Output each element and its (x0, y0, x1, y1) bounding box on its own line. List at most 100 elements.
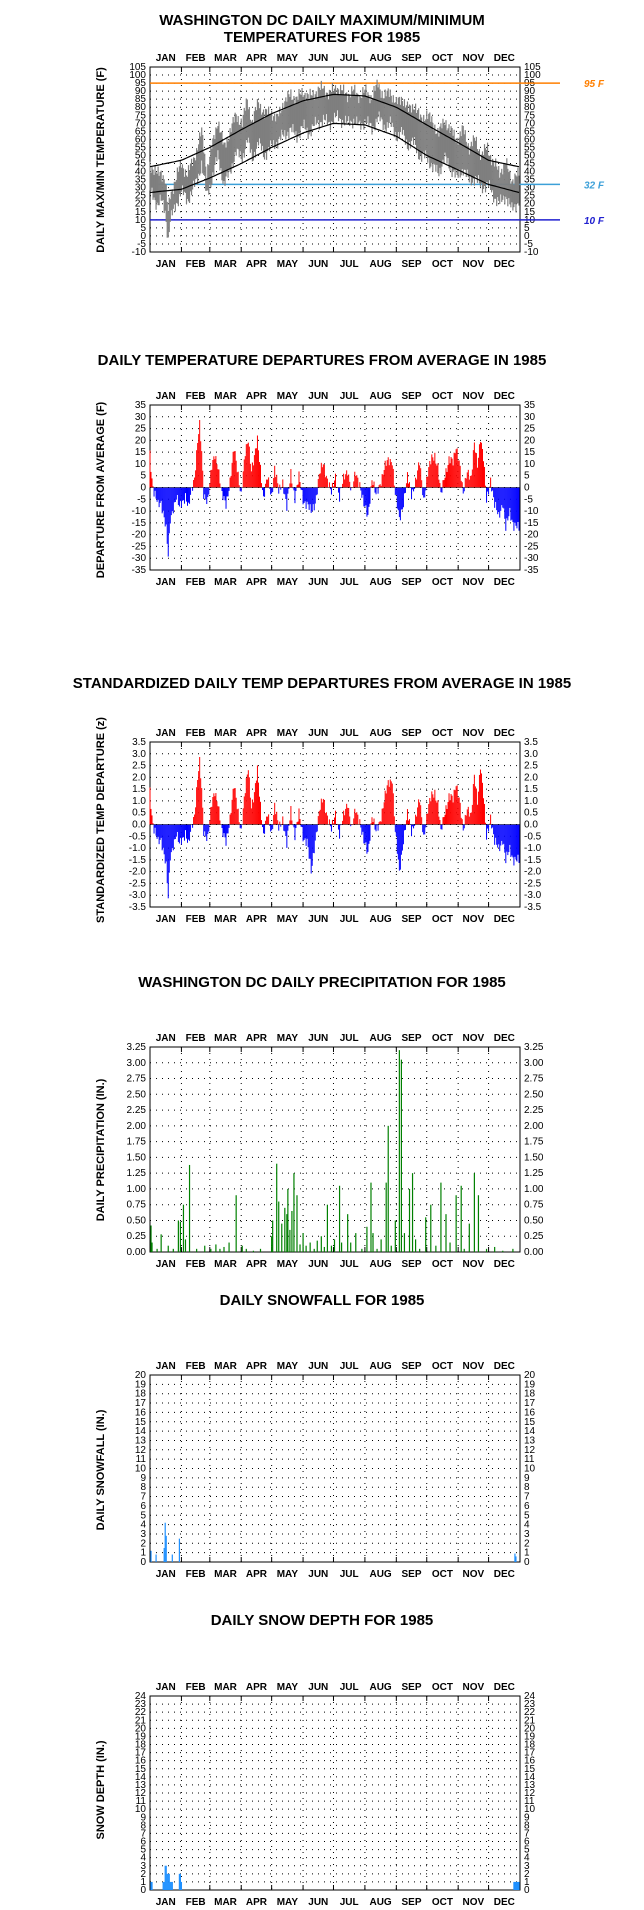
y-tick-label-right: 100 (524, 70, 541, 81)
y-tick-label-left: 2.25 (127, 1105, 147, 1116)
y-tick-label-right: 7 (524, 1828, 530, 1839)
month-label-bottom: OCT (432, 259, 453, 270)
month-label-bottom: FEB (186, 1569, 206, 1580)
y-tick-label-right: 0.50 (524, 1215, 544, 1226)
y-tick-label-left: 8 (140, 1820, 146, 1831)
y-tick-label-right: 15 (524, 1764, 536, 1775)
y-tick-label-right: -25 (524, 541, 539, 552)
y-tick-label-right: 24 (524, 1691, 536, 1702)
y-tick-label-left: 10 (135, 1804, 147, 1815)
snowfall-chart-title: DAILY SNOWFALL FOR 1985 (219, 1292, 425, 1309)
month-label-top: APR (246, 1361, 268, 1372)
month-label-bottom: AUG (369, 259, 391, 270)
y-tick-label-right: 7 (524, 1492, 530, 1503)
y-tick-label-left: 2 (140, 1869, 146, 1880)
y-tick-label-right: 17 (524, 1748, 536, 1759)
month-label-top: JAN (156, 1033, 176, 1044)
y-tick-label-left: 90 (135, 86, 147, 97)
month-label-bottom: APR (246, 1897, 268, 1908)
month-label-top: JUN (308, 1682, 328, 1693)
plot-frame (149, 1374, 521, 1563)
y-tick-label-right: 9 (524, 1473, 530, 1484)
y-tick-label-left: 17 (135, 1398, 147, 1409)
y-tick-label-right: 3.5 (524, 737, 538, 748)
y-tick-label-left: 60 (135, 134, 147, 145)
month-label-bottom: OCT (432, 914, 453, 925)
y-tick-label-left: -0.5 (129, 831, 147, 842)
plot-frame (149, 1695, 521, 1891)
y-tick-label-right: 105 (524, 62, 541, 73)
y-tick-label-right: 11 (524, 1796, 535, 1807)
y-tick-label-right: 1.50 (524, 1152, 544, 1163)
month-label-top: NOV (463, 53, 485, 64)
month-label-top: FEB (186, 1682, 206, 1693)
month-label-top: NOV (463, 728, 485, 739)
y-tick-label-right: 5 (524, 1510, 530, 1521)
month-label-bottom: AUG (369, 1897, 391, 1908)
month-label-top: AUG (369, 1361, 391, 1372)
y-tick-label-left: 105 (129, 62, 146, 73)
y-tick-label-right: 35 (524, 400, 536, 411)
y-tick-label-left: 15 (135, 447, 147, 458)
month-label-top: MAR (214, 391, 238, 402)
y-tick-label-left: 70 (135, 118, 147, 129)
y-tick-label-left: 16 (135, 1407, 147, 1418)
month-label-top: MAY (277, 53, 299, 64)
precipitation-panel: WASHINGTON DC DAILY PRECIPITATION FOR 19… (0, 960, 644, 1280)
month-label-bottom: AUG (369, 1259, 391, 1270)
y-tick-label-left: 0 (140, 483, 146, 494)
y-tick-label-left: 14 (135, 1772, 147, 1783)
month-label-bottom: NOV (463, 1569, 485, 1580)
y-tick-label-right: 0 (524, 231, 530, 242)
month-label-bottom: JUN (308, 1897, 328, 1908)
y-tick-label-right: 5 (524, 223, 530, 234)
month-label-bottom: APR (246, 1259, 268, 1270)
y-tick-label-left: 3.0 (132, 749, 146, 760)
month-label-bottom: NOV (463, 1897, 485, 1908)
y-tick-label-right: 18 (524, 1389, 536, 1400)
month-label-bottom: MAR (214, 1259, 238, 1270)
y-tick-label-right: 10 (524, 459, 536, 470)
month-label-bottom: OCT (432, 1897, 453, 1908)
y-tick-label-left: 0 (140, 1885, 146, 1896)
y-tick-label-right: 10 (524, 1804, 536, 1815)
month-label-bottom: APR (246, 259, 268, 270)
month-label-bottom: JUL (340, 1569, 359, 1580)
y-tick-label-left: 25 (135, 424, 147, 435)
y-tick-label-right: 35 (524, 175, 536, 186)
y-tick-label-left: 24 (135, 1691, 147, 1702)
month-label-bottom: JUL (340, 1259, 359, 1270)
y-tick-label-left: 9 (140, 1812, 146, 1823)
y-axis-label: DEPARTURE FROM AVERAGE (F) (95, 401, 107, 578)
y-tick-label-right: -35 (524, 565, 539, 576)
month-label-top: DEC (494, 1361, 515, 1372)
y-tick-label-left: 2.50 (127, 1089, 147, 1100)
y-tick-label-left: 20 (135, 199, 147, 210)
month-label-bottom: AUG (369, 914, 391, 925)
y-tick-label-right: -5 (524, 494, 533, 505)
y-tick-label-left: 14 (135, 1426, 147, 1437)
y-tick-label-right: 20 (524, 1370, 536, 1381)
y-tick-label-right: 19 (524, 1379, 536, 1390)
y-tick-label-left: 95 (135, 78, 147, 89)
y-tick-label-left: 15 (135, 1417, 147, 1428)
y-tick-label-right: 14 (524, 1772, 536, 1783)
y-tick-label-right: -15 (524, 518, 539, 529)
y-tick-label-left: -1.5 (129, 855, 147, 866)
normal-max-line (149, 93, 520, 168)
y-tick-label-left: -3.0 (129, 890, 147, 901)
month-label-top: FEB (186, 1361, 206, 1372)
y-tick-label-right: 3 (524, 1529, 530, 1540)
y-tick-label-left: 6 (140, 1837, 146, 1848)
month-label-bottom: JAN (156, 577, 176, 588)
y-tick-label-right: 2.50 (524, 1089, 544, 1100)
month-label-top: AUG (369, 391, 391, 402)
month-label-top: JUN (308, 391, 328, 402)
month-label-bottom: JAN (156, 259, 176, 270)
y-tick-label-left: -10 (132, 247, 147, 258)
y-tick-label-left: 0.0 (132, 820, 146, 831)
month-label-bottom: APR (246, 1569, 268, 1580)
y-tick-label-right: 15 (524, 447, 536, 458)
